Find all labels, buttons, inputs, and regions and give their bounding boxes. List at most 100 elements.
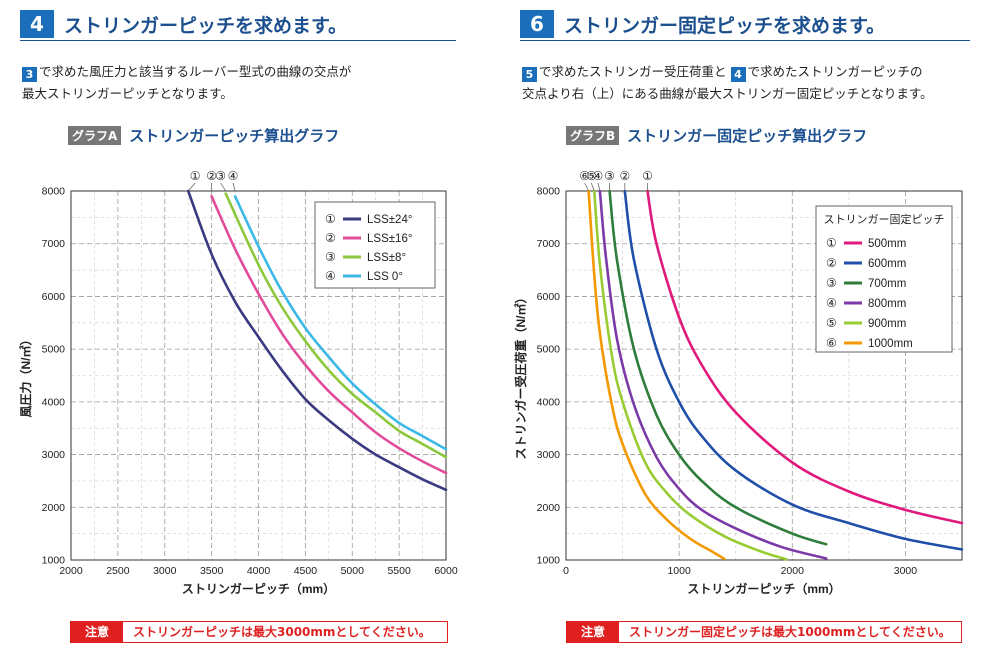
chart-b: 0 1000 2000 3000100020003000400050006000700…: [513, 169, 964, 596]
series-1: ①: [642, 169, 964, 525]
x-tick-label: 6000: [434, 565, 458, 577]
marker-leader: [220, 182, 226, 192]
y-tick-label: 1000: [42, 555, 66, 567]
series-marker: ①: [190, 169, 201, 183]
series-marker: ③: [215, 169, 226, 183]
plot-frame: [70, 190, 447, 561]
series-2: ②: [619, 169, 964, 551]
x-tick-label: 0: [563, 565, 569, 577]
series-marker: ②: [619, 169, 630, 183]
y-tick-label: 6000: [537, 291, 561, 303]
legend-box: [815, 205, 953, 353]
series-3: ③: [215, 169, 448, 459]
y-tick-label: 7000: [42, 238, 66, 250]
y-axis-label: 風圧力（N/㎡）: [18, 333, 33, 417]
legend-marker: ①: [826, 236, 837, 250]
desc-mid: で求めたストリンガー受圧荷重と: [539, 64, 727, 79]
series-line: [224, 192, 448, 459]
series-3: ③: [604, 169, 828, 546]
y-axis-label: ストリンガー受圧荷重（N/㎡）: [513, 291, 528, 459]
graph-tag: グラフA: [68, 126, 122, 145]
legend-marker: ①: [325, 212, 336, 226]
legend-label: 700mm: [868, 278, 906, 290]
left-description: 3 で求めた風圧力と該当するルーバー型式の曲線の交点が 最大ストリンガーピッチとな…: [22, 61, 351, 105]
series-4: ④: [228, 169, 448, 451]
marker-leader: [187, 182, 196, 192]
y-tick-label: 2000: [537, 502, 561, 514]
series-marker: ③: [604, 169, 615, 183]
marker-leader: [232, 182, 236, 192]
series-marker: ⑤: [586, 169, 597, 183]
legend-label: LSS±8°: [367, 252, 406, 264]
series-4: ④: [593, 169, 828, 560]
legend-label: LSS±16°: [367, 233, 412, 245]
legend-box: [314, 201, 436, 289]
x-tick-label: 3000: [153, 565, 177, 577]
y-tick-label: 5000: [42, 344, 66, 356]
section-title: ストリンガー固定ピッチを求めます。: [564, 15, 886, 37]
desc-line2: 最大ストリンガーピッチとなります。: [22, 86, 233, 101]
graph-title-text: ストリンガーピッチ算出グラフ: [129, 127, 340, 145]
series-marker: ①: [642, 169, 653, 183]
series-marker: ④: [228, 169, 239, 183]
y-tick-label: 3000: [42, 449, 66, 461]
series-line: [646, 189, 964, 525]
step-ref-chip: 4: [730, 67, 746, 82]
x-tick-label: 1000: [667, 565, 691, 577]
x-tick-label: 5000: [341, 565, 365, 577]
series-line: [608, 189, 828, 546]
series-marker: ②: [206, 169, 217, 183]
x-tick-label: 3000: [894, 565, 918, 577]
y-tick-label: 8000: [42, 186, 66, 198]
series-line: [593, 189, 788, 561]
series-line: [587, 189, 726, 561]
desc-line2: 交点より右（上）にある曲線が最大ストリンガー固定ピッチとなります。: [522, 86, 933, 101]
x-tick-label: 4000: [247, 565, 271, 577]
legend-label: LSS 0°: [367, 271, 403, 283]
legend-label: 800mm: [868, 298, 906, 310]
legend-marker: ⑤: [826, 316, 837, 330]
marker-leader: [584, 182, 589, 192]
series-2: ②: [206, 169, 448, 475]
legend-marker: ③: [826, 276, 837, 290]
left-note: 注意 ストリンガーピッチは最大3000mmとしてください。: [70, 621, 448, 643]
note-label: 注意: [71, 622, 123, 642]
legend-label: 500mm: [868, 238, 906, 250]
desc-line1: で求めた風圧力と該当するルーバー型式の曲線の交点が: [39, 64, 352, 79]
series-1: ①: [186, 169, 448, 492]
note-text: ストリンガーピッチは最大3000mmとしてください。: [133, 625, 431, 639]
legend-label: 900mm: [868, 318, 906, 330]
legend: ストリンガー固定ピッチ ① 500mm ② 600mm ③ 700mm ④ 800mm ⑤ 900m…: [815, 205, 953, 353]
legend-marker: ②: [826, 256, 837, 270]
legend-label: 600mm: [868, 258, 906, 270]
right-description: 5 で求めたストリンガー受圧荷重と 4 で求めたストリンガーピッチの 交点より右（上…: [522, 61, 933, 105]
x-tick-label: 2500: [106, 565, 130, 577]
y-tick-label: 8000: [537, 186, 561, 198]
x-tick-label: 2000: [59, 565, 83, 577]
series-6: ⑥: [579, 169, 726, 561]
legend-marker: ④: [826, 296, 837, 310]
graph-b-title: グラフB ストリンガー固定ピッチ算出グラフ: [566, 125, 867, 146]
legend-marker: ⑥: [826, 336, 837, 350]
y-tick-label: 6000: [42, 291, 66, 303]
x-tick-label: 5500: [387, 565, 411, 577]
right-section-header: 6 ストリンガー固定ピッチを求めます。: [520, 8, 970, 41]
x-tick-label: 2000: [781, 565, 805, 577]
step-number-badge: 6: [520, 10, 554, 38]
section-title: ストリンガーピッチを求めます。: [64, 15, 348, 37]
legend-marker: ②: [325, 231, 336, 245]
x-tick-label: 3500: [200, 565, 224, 577]
graph-title-text: ストリンガー固定ピッチ算出グラフ: [627, 127, 868, 145]
legend-marker: ④: [325, 269, 336, 283]
y-tick-label: 5000: [537, 344, 561, 356]
graph-tag: グラフB: [566, 126, 620, 145]
y-tick-label: 4000: [537, 396, 561, 408]
desc-end: で求めたストリンガーピッチの: [747, 64, 923, 79]
left-section-header: 4 ストリンガーピッチを求めます。: [20, 8, 456, 41]
series-line: [598, 189, 828, 560]
right-note: 注意 ストリンガー固定ピッチは最大1000mmとしてください。: [566, 621, 962, 643]
x-axis-label: ストリンガーピッチ（mm）: [687, 581, 840, 596]
series-marker: ④: [593, 169, 604, 183]
note-label: 注意: [567, 622, 619, 642]
y-tick-label: 1000: [537, 555, 561, 567]
